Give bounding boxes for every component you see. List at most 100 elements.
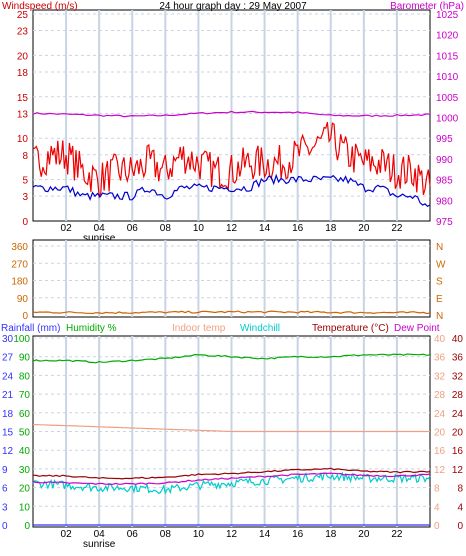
rain-ytick-10: 30 (2, 334, 14, 345)
baro-ytick-7: 1010 (436, 72, 459, 83)
wind-direction-line (32, 310, 431, 315)
wind-ytick-5: 13 (17, 109, 29, 120)
baro-ytick-10: 1025 (436, 10, 459, 21)
legend-2: Indoor temp (172, 323, 226, 334)
baro-ytick-5: 1000 (436, 114, 459, 125)
dir-ytick-1: 90 (17, 294, 29, 305)
panel-temp-xtick-10: 22 (391, 529, 403, 540)
wind-ytick-8: 20 (17, 51, 29, 62)
rain-ytick-3: 9 (2, 465, 8, 476)
temp-ytick-7: 28 (452, 390, 464, 401)
baro-ytick-9: 1020 (436, 31, 459, 42)
hum-ytick-3: 30 (19, 465, 31, 476)
dir-ytick-2: 180 (11, 277, 28, 288)
rain-ytick-1: 3 (2, 502, 8, 513)
legend-0: Rainfall (mm) (1, 323, 60, 334)
panel-temp-xtick-2: 06 (127, 529, 139, 540)
windchill-line (32, 471, 431, 495)
dir-compass-2: S (436, 277, 443, 288)
wind-ytick-4: 10 (17, 134, 29, 145)
temp-ytick-1: 4 (457, 502, 463, 513)
dir-ytick-3: 270 (11, 259, 28, 270)
temp-ytick-8: 32 (452, 371, 464, 382)
panel-temp-xtick-6: 14 (259, 529, 271, 540)
panel-wind-xtick-3: 08 (160, 223, 172, 234)
temp-ytick-9: 36 (452, 353, 464, 364)
panel-wind-xtick-2: 06 (127, 223, 139, 234)
panel-temp-xtick-7: 16 (292, 529, 304, 540)
baro-ytick-2: 985 (436, 176, 453, 187)
panel-wind-xtick-9: 20 (358, 223, 370, 234)
wind-ytick-6: 15 (17, 93, 29, 104)
panel-temp-sunrise-label: sunrise (83, 539, 116, 550)
indoor-ytick-0: 0 (434, 521, 440, 532)
temp-ytick-6: 24 (452, 409, 464, 420)
hum-ytick-1: 10 (19, 502, 31, 513)
temp-ytick-2: 8 (457, 484, 463, 495)
wind-ytick-0: 0 (22, 217, 28, 228)
baro-ytick-1: 980 (436, 196, 453, 207)
dir-ytick-4: 360 (11, 242, 28, 253)
hum-ytick-7: 70 (19, 390, 31, 401)
panel-wind-xtick-4: 10 (193, 223, 205, 234)
rain-ytick-6: 18 (2, 409, 14, 420)
wind-average-line (32, 173, 431, 208)
panel-wind-sunrise-label: sunrise (83, 233, 116, 244)
indoor-ytick-1: 4 (434, 502, 440, 513)
hum-ytick-5: 50 (19, 428, 31, 439)
hum-ytick-8: 80 (19, 371, 31, 382)
temp-ytick-10: 40 (452, 334, 464, 345)
panel-temp-xtick-0: 02 (61, 529, 73, 540)
dir-compass-1: E (436, 294, 443, 305)
dir-compass-4: N (436, 242, 443, 253)
legend-4: Temperature (°C) (312, 323, 389, 334)
chart-title: 24 hour graph day : 29 May 2007 (159, 1, 307, 12)
wind-ytick-2: 5 (22, 176, 28, 187)
temp-ytick-0: 0 (457, 521, 463, 532)
panel-temp-xtick-9: 20 (358, 529, 370, 540)
panel-temp-xtick-5: 12 (226, 529, 238, 540)
baro-ytick-8: 1015 (436, 51, 459, 62)
indoor-ytick-3: 12 (434, 465, 446, 476)
rain-ytick-9: 27 (2, 353, 14, 364)
panel-wind-xtick-10: 22 (391, 223, 403, 234)
indoor-ytick-4: 16 (434, 446, 446, 457)
dir-ytick-0: 0 (22, 311, 28, 322)
indoor-ytick-7: 28 (434, 390, 446, 401)
hum-ytick-10: 100 (13, 334, 30, 345)
baro-ytick-4: 995 (436, 134, 453, 145)
temp-ytick-5: 20 (452, 428, 464, 439)
indoor-ytick-10: 40 (434, 334, 446, 345)
panel-temp-xtick-1: 04 (94, 529, 106, 540)
humidity-line (32, 353, 431, 364)
panel-wind-xtick-0: 02 (61, 223, 73, 234)
temperature-line (32, 467, 431, 480)
indoor-ytick-2: 8 (434, 484, 440, 495)
indoor-ytick-5: 20 (434, 428, 446, 439)
baro-ytick-6: 1005 (436, 93, 459, 104)
hum-ytick-2: 20 (19, 484, 31, 495)
panel-temp-xtick-4: 10 (193, 529, 205, 540)
indoor-temp-line (32, 423, 430, 433)
temp-ytick-3: 12 (452, 465, 464, 476)
rain-ytick-8: 24 (2, 371, 14, 382)
baro-ytick-0: 975 (436, 217, 453, 228)
dir-compass-0: N (436, 311, 443, 322)
panel-temp-xtick-8: 18 (325, 529, 337, 540)
barometer-line (32, 110, 430, 118)
rain-ytick-2: 6 (2, 484, 8, 495)
panel-wind-xtick-6: 14 (259, 223, 271, 234)
dir-compass-3: W (436, 259, 446, 270)
hum-ytick-9: 90 (19, 353, 31, 364)
panel-wind-xtick-1: 04 (94, 223, 106, 234)
rain-ytick-7: 21 (2, 390, 14, 401)
indoor-ytick-9: 36 (434, 353, 446, 364)
indoor-ytick-6: 24 (434, 409, 446, 420)
barometer-axis-title: Barometer (hPa) (390, 1, 464, 12)
hum-ytick-0: 0 (24, 521, 30, 532)
panel-wind-xtick-8: 18 (325, 223, 337, 234)
legend-3: Windchill (240, 323, 280, 334)
rain-ytick-0: 0 (2, 521, 8, 532)
temp-ytick-4: 16 (452, 446, 464, 457)
